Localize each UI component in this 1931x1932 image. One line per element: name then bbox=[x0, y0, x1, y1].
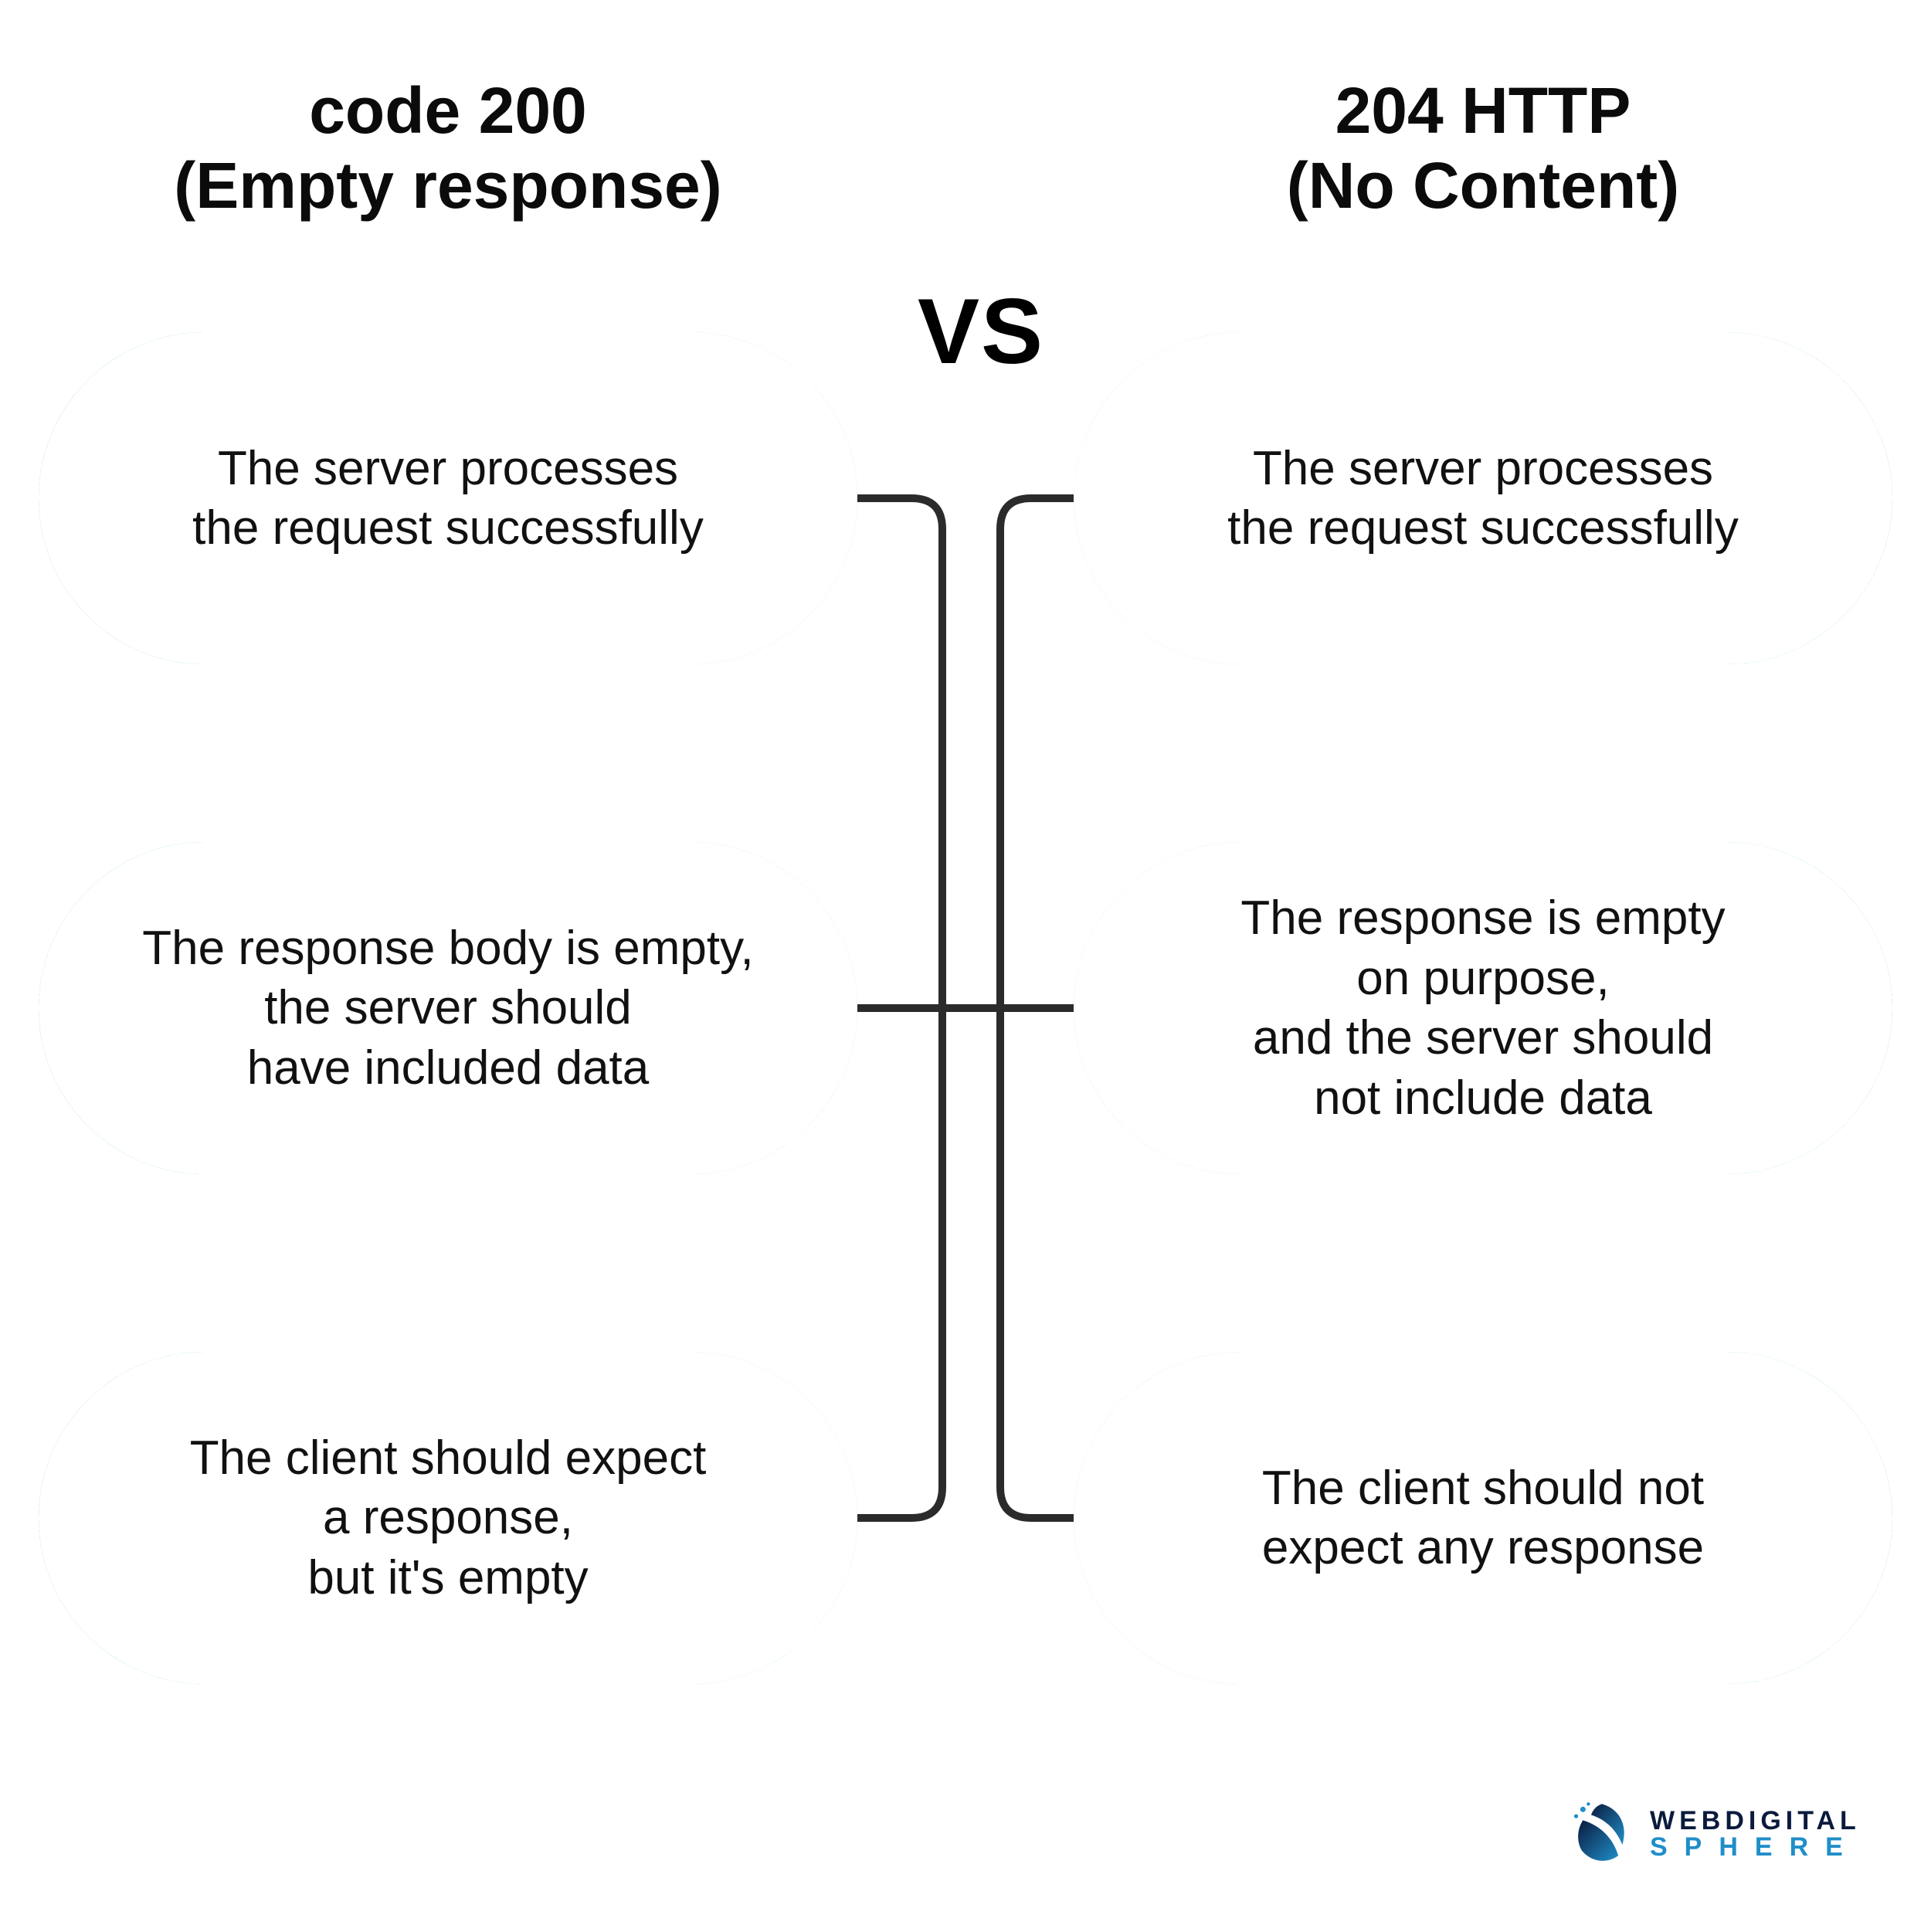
left-pill-1-text: The server processesthe request successf… bbox=[108, 439, 788, 559]
right-pill-2-text: The response is emptyon purpose,and the … bbox=[1143, 888, 1823, 1128]
left-pill-3: The client should expecta response,but i… bbox=[39, 1352, 857, 1684]
right-pill-2: The response is emptyon purpose,and the … bbox=[1074, 842, 1892, 1174]
left-pill-1: The server processesthe request successf… bbox=[39, 332, 857, 664]
left-pill-2: The response body is empty,the server sh… bbox=[39, 842, 857, 1174]
vs-label: VS bbox=[918, 278, 1044, 385]
left-pill-2-text: The response body is empty,the server sh… bbox=[108, 918, 788, 1098]
brand-logo-line2: SPHERE bbox=[1650, 1834, 1861, 1860]
right-pill-1-text: The server processesthe request successf… bbox=[1143, 439, 1823, 559]
heading-right: 204 HTTP (No Content) bbox=[1120, 73, 1846, 222]
brand-logo: WEBDIGITAL SPHERE bbox=[1568, 1800, 1861, 1868]
brand-logo-line1: WEBDIGITAL bbox=[1650, 1808, 1861, 1834]
heading-left-line2: (Empty response) bbox=[85, 148, 811, 223]
diagram-stage: code 200 (Empty response) 204 HTTP (No C… bbox=[0, 0, 1931, 1932]
heading-left: code 200 (Empty response) bbox=[85, 73, 811, 222]
right-pill-3: The client should notexpect any response bbox=[1074, 1352, 1892, 1684]
heading-right-line1: 204 HTTP bbox=[1120, 73, 1846, 148]
heading-left-line1: code 200 bbox=[85, 73, 811, 148]
right-pill-1: The server processesthe request successf… bbox=[1074, 332, 1892, 664]
right-pill-3-text: The client should notexpect any response bbox=[1143, 1458, 1823, 1578]
left-pill-3-text: The client should expecta response,but i… bbox=[108, 1428, 788, 1608]
brand-logo-text: WEBDIGITAL SPHERE bbox=[1650, 1808, 1861, 1860]
heading-right-line2: (No Content) bbox=[1120, 148, 1846, 223]
globe-icon bbox=[1568, 1800, 1636, 1868]
